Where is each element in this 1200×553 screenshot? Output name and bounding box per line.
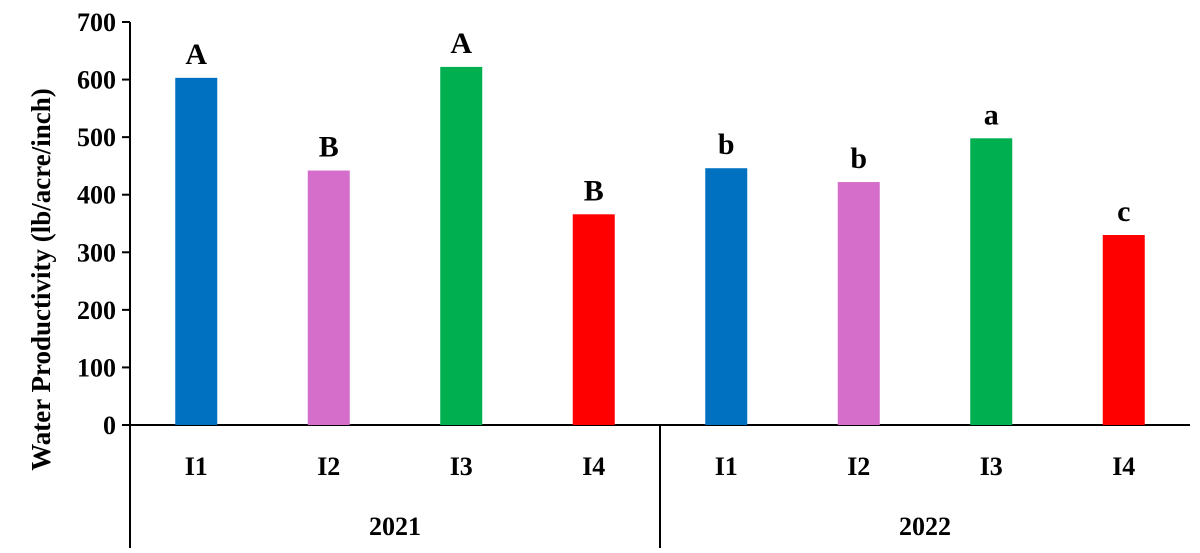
y-axis-label-group: Water Productivity (lb/acre/inch) bbox=[26, 88, 56, 470]
x-tick-label: I1 bbox=[185, 452, 208, 481]
group-label-2022: 2022 bbox=[899, 512, 951, 541]
x-tick-label: I4 bbox=[582, 452, 605, 481]
significance-letter: c bbox=[1117, 195, 1130, 228]
bar-2022-I3 bbox=[970, 138, 1013, 425]
x-axis: 2021 I1 I2 I3 I4 2022 I1 I2 I3 I4 bbox=[130, 424, 1190, 548]
bar-2021-I2 bbox=[307, 170, 350, 425]
bars: A B A Bb b a c bbox=[175, 27, 1145, 426]
y-tick-label: 300 bbox=[77, 238, 116, 267]
bar-2022-I1 bbox=[705, 168, 748, 425]
significance-letter: a bbox=[984, 98, 999, 131]
x-tick-label: I4 bbox=[1112, 452, 1135, 481]
y-tick-label: 500 bbox=[77, 123, 116, 152]
x-tick-label: I2 bbox=[847, 452, 870, 481]
significance-letter: A bbox=[185, 38, 207, 71]
y-axis-title: Water Productivity (lb/acre/inch) bbox=[26, 88, 56, 470]
bar-2022-I4 bbox=[1102, 235, 1145, 425]
significance-letter: b bbox=[718, 128, 735, 161]
y-tick-label: 600 bbox=[77, 66, 116, 95]
x-tick-label: I1 bbox=[715, 452, 738, 481]
significance-letter: B bbox=[584, 174, 604, 207]
y-tick-label: 700 bbox=[77, 8, 116, 37]
y-axis: 0 100 200 300 400 500 600 700 bbox=[77, 8, 131, 548]
group-label-2021: 2021 bbox=[369, 512, 421, 541]
bar-2021-I1 bbox=[175, 77, 218, 425]
significance-letter: A bbox=[450, 27, 472, 60]
significance-letter: B bbox=[319, 131, 339, 164]
y-tick-label: 100 bbox=[77, 353, 116, 382]
y-tick-label: 200 bbox=[77, 296, 116, 325]
x-tick-label: I3 bbox=[980, 452, 1003, 481]
x-tick-label: I2 bbox=[317, 452, 340, 481]
significance-letter: b bbox=[850, 142, 867, 175]
bar-2021-I3 bbox=[440, 66, 483, 426]
bar-2021-I4 bbox=[572, 214, 615, 425]
bar-2022-I2 bbox=[837, 182, 880, 425]
y-tick-label: 400 bbox=[77, 181, 116, 210]
x-tick-label: I3 bbox=[450, 452, 473, 481]
y-tick-label: 0 bbox=[103, 411, 116, 440]
